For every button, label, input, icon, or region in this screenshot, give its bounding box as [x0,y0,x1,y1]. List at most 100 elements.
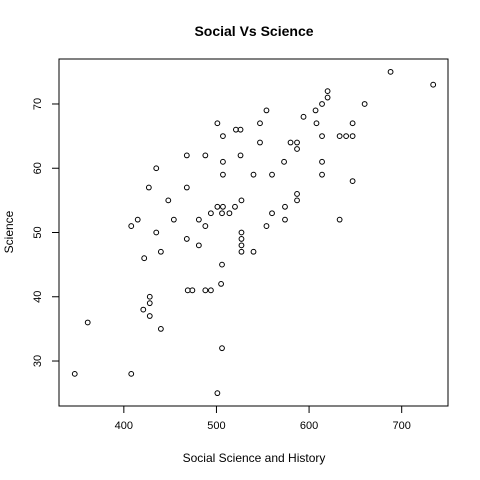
plot-frame [58,58,449,407]
data-point [165,197,172,204]
data-point [214,390,221,397]
data-point [319,158,325,165]
data-point [214,120,221,127]
data-point [313,120,320,127]
y-axis-label: Science [2,210,16,253]
x-axis: 400 500 600 700 [115,406,411,432]
data-point [218,281,224,287]
data-point [263,223,270,229]
data-point [287,139,294,146]
data-point [220,171,226,178]
data-point [195,216,202,223]
data-point [343,133,350,140]
data-point [294,191,300,197]
data-point [319,101,325,107]
data-point [257,139,263,146]
data-point [202,152,209,159]
data-point [263,107,270,114]
data-point [294,146,300,152]
data-point [257,120,263,127]
data-point [238,236,245,242]
data-point [237,126,244,133]
data-point [349,178,356,184]
data-point [207,287,214,294]
x-tick-label: 600 [300,420,318,432]
data-point [202,223,209,229]
data-point [238,197,245,204]
data-point [324,88,331,95]
data-point [207,210,214,217]
data-point [220,203,226,210]
x-tick-label: 700 [393,420,411,432]
data-point [128,370,135,377]
data-point [140,306,147,313]
data-point [294,139,300,146]
data-point [250,248,257,255]
chart-title: Social Vs Science [194,23,313,39]
data-point [219,261,225,268]
data-point [349,133,356,140]
data-point [237,152,244,159]
data-point [282,203,288,210]
data-point [319,133,325,140]
x-axis-label: Social Science and History [183,451,326,465]
data-point [219,345,225,352]
data-point [300,113,307,120]
x-tick-label: 500 [207,420,225,432]
data-point [220,133,226,140]
data-point [134,216,141,223]
data-point [294,197,300,204]
data-point [226,210,233,217]
data-point [189,287,196,294]
data-point [202,287,209,294]
data-point [157,325,164,332]
data-point [269,210,275,217]
y-tick-label: 60 [32,162,44,174]
data-point [183,184,190,191]
data-point [269,171,275,178]
y-axis: 30 40 50 60 70 [32,98,59,367]
data-point [232,203,238,210]
data-point [336,133,343,140]
data-point [153,229,160,236]
data-point [361,101,368,107]
data-point [238,229,245,236]
data-point [183,152,190,159]
data-point [214,203,221,210]
data-point [71,370,78,377]
data-point [319,171,325,178]
y-tick-label: 70 [32,98,44,110]
data-points [71,68,437,397]
data-point [141,255,148,262]
data-point [128,223,135,229]
data-point [250,171,257,178]
data-point [387,68,394,75]
x-tick-label: 400 [115,420,133,432]
data-point [157,248,164,255]
data-point [324,94,331,101]
y-tick-label: 50 [32,226,44,238]
data-point [145,184,152,191]
y-tick-label: 30 [32,355,44,367]
data-point [146,313,153,319]
data-point [184,287,191,294]
data-point [170,216,177,223]
data-point [183,236,190,242]
data-point [219,210,225,217]
data-point [153,165,160,172]
data-point [220,158,226,165]
data-point [233,126,239,133]
data-point [146,300,153,307]
data-point [282,216,288,223]
data-point [336,216,343,223]
data-point [195,242,202,249]
data-point [84,319,91,326]
data-point [146,293,153,300]
y-tick-label: 40 [32,291,44,303]
data-point [312,107,319,114]
data-point [430,81,437,88]
data-point [238,242,245,249]
data-point [238,248,245,255]
data-point [349,120,356,127]
data-point [281,158,287,165]
